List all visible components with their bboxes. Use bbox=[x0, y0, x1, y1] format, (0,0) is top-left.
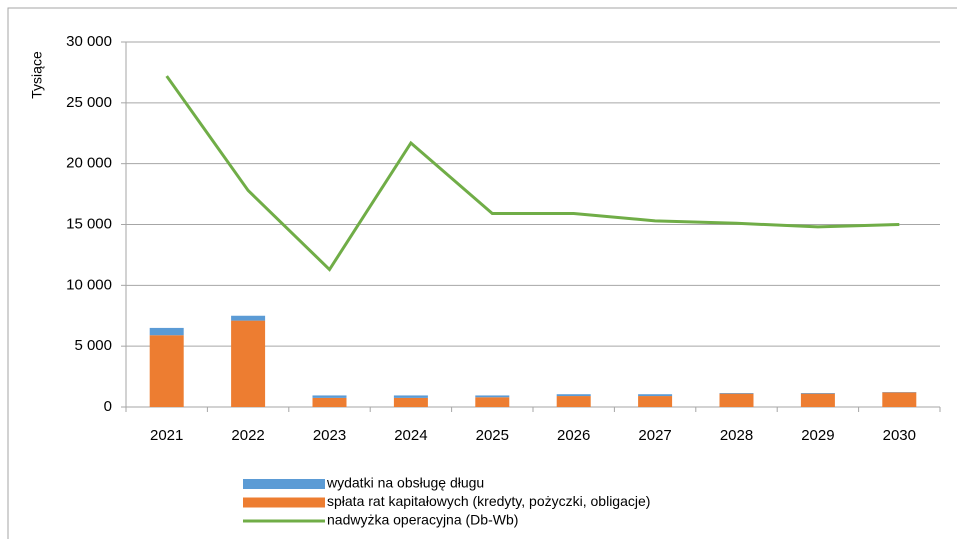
bar-segment bbox=[393, 395, 428, 398]
bar-segment bbox=[475, 395, 510, 398]
bar-segment bbox=[393, 397, 428, 407]
bar-segment bbox=[800, 393, 835, 407]
y-tick-label: 5 000 bbox=[74, 337, 112, 354]
bar-segment bbox=[719, 393, 754, 394]
y-axis-title: Tysiące bbox=[29, 51, 45, 99]
x-tick-label: 2022 bbox=[231, 427, 264, 444]
chart-frame bbox=[7, 7, 957, 539]
bar-segment bbox=[149, 335, 184, 407]
bar-segment bbox=[638, 396, 673, 407]
x-tick-label: 2027 bbox=[638, 427, 671, 444]
y-tick-label: 20 000 bbox=[66, 155, 112, 172]
y-tick-label: 30 000 bbox=[66, 33, 112, 50]
bar-segment bbox=[312, 397, 347, 407]
legend-label: wydatki na obsługę długu bbox=[326, 475, 484, 491]
x-tick-label: 2028 bbox=[720, 427, 753, 444]
x-tick-label: 2030 bbox=[883, 427, 916, 444]
legend-label: spłata rat kapitałowych (kredyty, pożycz… bbox=[327, 493, 650, 509]
bar-segment bbox=[231, 315, 266, 321]
y-tick-label: 0 bbox=[104, 398, 112, 415]
y-tick-label: 15 000 bbox=[66, 215, 112, 232]
bar-segment bbox=[882, 392, 917, 407]
bar-segment bbox=[149, 327, 184, 336]
y-tick-label: 25 000 bbox=[66, 94, 112, 111]
x-tick-label: 2021 bbox=[150, 427, 183, 444]
x-tick-label: 2025 bbox=[476, 427, 509, 444]
x-tick-label: 2029 bbox=[801, 427, 834, 444]
legend-swatch bbox=[243, 479, 325, 489]
bar-segment bbox=[556, 396, 591, 407]
bar-segment bbox=[719, 393, 754, 407]
legend-swatch bbox=[243, 497, 325, 508]
bar-segment bbox=[475, 397, 510, 407]
x-tick-label: 2024 bbox=[394, 427, 427, 444]
bar-segment bbox=[800, 393, 835, 394]
bar-segment bbox=[556, 394, 591, 397]
bar-segment bbox=[312, 395, 347, 398]
bar-segment bbox=[231, 320, 266, 407]
bar-segment bbox=[638, 394, 673, 397]
legend-label: nadwyżka operacyjna (Db-Wb) bbox=[327, 512, 518, 528]
line-series bbox=[165, 75, 900, 272]
x-tick-label: 2026 bbox=[557, 427, 590, 444]
x-tick-label: 2023 bbox=[313, 427, 346, 444]
y-tick-label: 10 000 bbox=[66, 276, 112, 293]
